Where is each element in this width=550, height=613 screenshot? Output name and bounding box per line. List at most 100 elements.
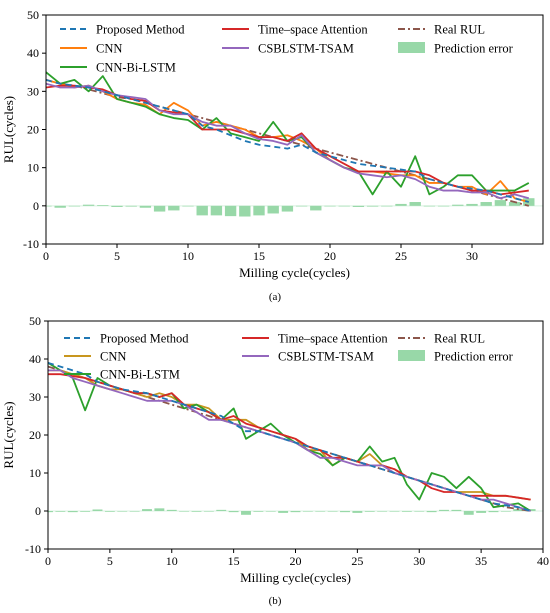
error-bar [92, 509, 103, 511]
y-tick-label: 30 [29, 390, 41, 404]
series-line-cnn [48, 369, 531, 501]
error-bar [451, 509, 462, 511]
y-tick-label: 30 [27, 84, 39, 98]
y-tick-label: -10 [25, 542, 41, 556]
x-tick-label: 25 [351, 554, 363, 568]
y-tick-label: 20 [29, 428, 41, 442]
x-tick-label: 20 [324, 249, 336, 263]
error-bar [452, 204, 464, 206]
legend-label-bilstm: CNN-Bi-LSTM [96, 61, 176, 75]
y-axis-label: RUL(cycles) [1, 96, 16, 163]
y-tick-label: 0 [33, 199, 39, 213]
error-bar [281, 205, 294, 212]
y-tick-label: 40 [29, 352, 41, 366]
legend-label-tsa: Time–space Attention [258, 23, 368, 37]
error-bar [315, 511, 326, 512]
legend-label-csb: CSBLSTM-TSAM [258, 42, 354, 56]
error-bar [338, 205, 350, 207]
y-tick-label: 40 [27, 46, 39, 60]
error-bar [210, 205, 223, 216]
error-bar [48, 511, 53, 513]
legend: Proposed Method Time–space Attention Real … [64, 332, 514, 382]
y-tick-label: 20 [27, 123, 39, 137]
error-bar [389, 511, 400, 512]
error-bar [513, 509, 524, 511]
x-tick-label: 0 [45, 554, 51, 568]
plot-area [48, 361, 543, 515]
error-bar [290, 511, 301, 513]
error-bar [494, 200, 507, 206]
legend: Proposed Method Time–space Attention Real … [60, 23, 514, 75]
error-bar [426, 511, 437, 513]
error-bar [228, 511, 239, 513]
y-tick-label: 10 [29, 466, 41, 480]
legend-label-proposed: Proposed Method [96, 23, 185, 37]
legend-label-cnn: CNN [96, 42, 122, 56]
legend-label-real: Real RUL [434, 332, 485, 346]
error-bar [409, 202, 421, 206]
error-bar [179, 511, 190, 512]
error-bar [423, 205, 436, 207]
error-bar [253, 511, 264, 512]
error-bar [366, 205, 379, 207]
error-bar [166, 509, 177, 511]
error-bar [125, 205, 137, 207]
y-tick-label: 10 [27, 161, 39, 175]
error-bar [352, 205, 365, 207]
error-bar [480, 202, 492, 206]
panel-label: (a) [269, 291, 282, 303]
error-bar [129, 511, 140, 512]
error-bar [401, 511, 412, 512]
legend-label-real: Real RUL [434, 23, 485, 37]
error-bar [46, 205, 52, 207]
legend-label-error: Prediction error [434, 42, 514, 56]
error-bar [55, 511, 66, 512]
error-bar [253, 205, 265, 216]
error-bar [414, 511, 425, 512]
x-tick-label: 20 [290, 554, 302, 568]
error-bar [352, 511, 363, 513]
error-bar [68, 205, 81, 207]
error-bar [476, 511, 487, 513]
x-tick-label: 30 [413, 554, 425, 568]
x-tick-label: 25 [395, 249, 407, 263]
plot-area [46, 71, 543, 217]
error-bar [153, 205, 166, 212]
x-tick-label: 30 [466, 249, 478, 263]
error-bar [203, 511, 214, 512]
x-axis-label: Milling cycle(cycles) [239, 265, 350, 280]
error-bar [154, 508, 165, 511]
error-bar [54, 205, 66, 208]
error-bar [265, 511, 276, 512]
error-bar [97, 205, 109, 206]
error-bar [381, 205, 393, 207]
x-tick-label: 5 [114, 249, 120, 263]
y-tick-label: 0 [35, 504, 41, 518]
x-tick-label: 5 [107, 554, 113, 568]
error-bar [191, 511, 202, 512]
error-bar [168, 205, 180, 211]
series-line-proposed [48, 361, 531, 512]
error-bar [111, 205, 123, 207]
error-bar [463, 511, 474, 515]
error-bar [500, 511, 511, 512]
x-tick-label: 10 [182, 249, 194, 263]
error-bar [224, 205, 237, 217]
error-bar [267, 205, 279, 214]
error-bar [395, 203, 407, 206]
error-bar [142, 509, 152, 511]
legend-label-bilstm: CNN-Bi-LSTM [100, 368, 180, 382]
legend-label-error: Prediction error [434, 350, 514, 364]
error-bar [117, 511, 128, 512]
error-bar [437, 205, 450, 207]
error-bar [340, 511, 350, 513]
error-bar [278, 511, 289, 513]
legend-label-proposed: Proposed Method [100, 332, 189, 346]
y-tick-label: -10 [23, 237, 39, 251]
series-line-proposed [46, 79, 530, 203]
x-tick-label: 15 [253, 249, 265, 263]
error-bar [241, 511, 251, 515]
x-tick-label: 0 [43, 249, 49, 263]
error-bar [182, 205, 194, 207]
error-bar [216, 509, 227, 511]
